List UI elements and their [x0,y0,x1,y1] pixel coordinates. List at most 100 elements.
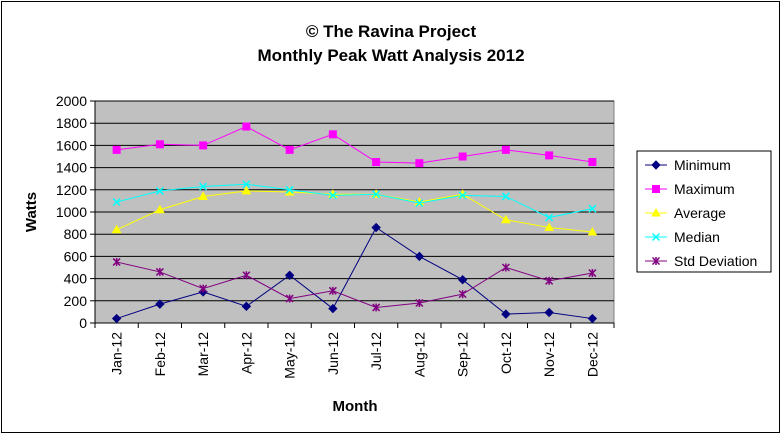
y-tick-label: 1200 [56,182,87,198]
plot-area [94,100,615,324]
data-point [198,191,208,200]
y-tick-label: 200 [64,293,88,309]
x-tick-label: Aug-12 [411,332,427,377]
marker-stroke [415,199,424,208]
data-point [242,271,251,280]
y-tick-label: 0 [79,315,87,331]
data-point [501,214,511,224]
series-layer [111,122,598,324]
x-tick-label: Jun-12 [325,332,341,375]
data-point [328,303,338,314]
data-point [458,191,467,200]
data-point [328,130,337,139]
x-axis: Jan-12 Feb-12 Mar-12 Apr-12 May-12 Jun-12 Jul-… [94,322,615,379]
series-line [116,125,593,164]
x-tick-label: Dec-12 [584,332,600,377]
marker-stroke [651,232,661,242]
series-line [116,183,593,219]
y-tick-label: 1000 [56,204,87,220]
series-median [112,180,597,222]
legend-label: Minimum [674,157,731,173]
data-point [588,204,597,213]
legend-label: Std Deviation [674,253,757,269]
data-point [155,186,164,195]
y-tick-label: 2000 [56,93,87,109]
data-point [501,192,510,201]
x-tick-label: Jul-12 [368,332,384,370]
data-point [501,145,510,154]
data-point [587,313,598,324]
data-point [199,182,208,191]
y-tick-label: 400 [64,271,88,287]
data-point [588,158,597,167]
data-point [199,284,208,293]
series-average [111,185,598,236]
marker-stroke [285,185,294,194]
data-point [285,294,294,303]
marker-stroke [242,180,251,189]
data-point [545,213,554,222]
legend-item: Std Deviation [645,253,757,269]
legend-item: Average [645,205,726,221]
data-point [652,185,660,193]
y-tick-label: 1800 [56,115,87,131]
data-point [111,313,122,324]
marker-stroke [112,197,121,207]
data-point [651,256,661,266]
data-point [372,303,381,312]
data-point [241,185,252,195]
data-point [457,275,468,285]
data-point [545,151,554,160]
data-point [458,152,467,161]
y-axis-title: Watts [23,192,40,232]
series-line [116,261,593,308]
marker-stroke [545,213,554,222]
data-point [111,224,122,234]
series-line [116,190,593,233]
data-point [371,222,381,233]
legend: Minimum Maximum Average Median Std Deviation [636,150,772,273]
y-tick-label: 1600 [56,137,87,153]
marker-stroke [588,204,597,213]
data-point [284,270,295,280]
data-point [415,298,424,308]
data-point [328,191,337,200]
y-tick-label: 600 [64,248,88,264]
data-point [651,207,661,217]
marker-stroke [458,191,467,200]
legend-item: Minimum [645,157,731,173]
legend-label: Median [674,229,720,245]
data-point [651,232,661,242]
y-tick-label: 800 [64,226,88,242]
x-tick-label: Feb-12 [152,332,168,377]
legend-label: Maximum [674,181,735,197]
y-tick-label: 1400 [56,160,87,176]
legend-item: Maximum [645,181,735,197]
data-point [372,190,381,199]
data-point [415,159,424,168]
data-point [112,197,121,207]
legend-label: Average [674,205,726,221]
x-tick-label: Jan-12 [109,332,125,375]
data-point [414,251,425,262]
marker-stroke [501,192,510,201]
series-maximum [112,122,597,168]
data-point [242,122,251,131]
series-line [116,226,593,320]
data-point [155,204,165,214]
x-tick-label: Mar-12 [195,332,211,377]
series-std-deviation [112,257,597,312]
x-tick-label: Nov-12 [541,332,557,377]
y-axis: 0 200 400 600 800 1000 1200 1400 1600 1800 2000 [56,93,96,331]
marker-stroke [372,190,381,199]
legend-item: Median [645,229,720,245]
data-point [242,180,251,189]
marker-stroke [199,182,208,191]
data-point [372,158,381,167]
data-point [501,309,511,319]
data-point [155,140,164,149]
data-point [587,226,598,236]
data-point [155,299,165,309]
data-point [651,160,661,170]
